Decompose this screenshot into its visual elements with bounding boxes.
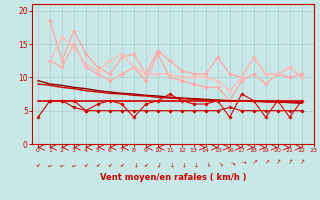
Text: ↑: ↑ xyxy=(82,159,90,166)
X-axis label: Vent moyen/en rafales ( km/h ): Vent moyen/en rafales ( km/h ) xyxy=(100,173,246,182)
Text: ↑: ↑ xyxy=(59,159,65,166)
Text: ↑: ↑ xyxy=(239,160,244,165)
Text: ↑: ↑ xyxy=(142,159,149,166)
Text: ↑: ↑ xyxy=(34,159,42,166)
Text: ↑: ↑ xyxy=(106,159,114,166)
Text: ↑: ↑ xyxy=(286,159,293,166)
Text: ↑: ↑ xyxy=(131,160,137,165)
Text: ↑: ↑ xyxy=(94,159,101,166)
Text: ↑: ↑ xyxy=(274,159,281,166)
Text: ↑: ↑ xyxy=(191,160,196,165)
Text: ↑: ↑ xyxy=(250,159,257,166)
Text: ↑: ↑ xyxy=(262,159,269,166)
Text: ↑: ↑ xyxy=(179,160,184,165)
Text: ↑: ↑ xyxy=(155,159,161,166)
Text: ↑: ↑ xyxy=(298,159,305,166)
Text: ↑: ↑ xyxy=(47,159,53,166)
Text: ↑: ↑ xyxy=(214,159,221,166)
Text: ↑: ↑ xyxy=(202,159,209,166)
Text: ↑: ↑ xyxy=(167,160,172,165)
Text: ↑: ↑ xyxy=(118,159,125,166)
Text: ↑: ↑ xyxy=(71,159,77,166)
Text: ↑: ↑ xyxy=(227,159,233,166)
